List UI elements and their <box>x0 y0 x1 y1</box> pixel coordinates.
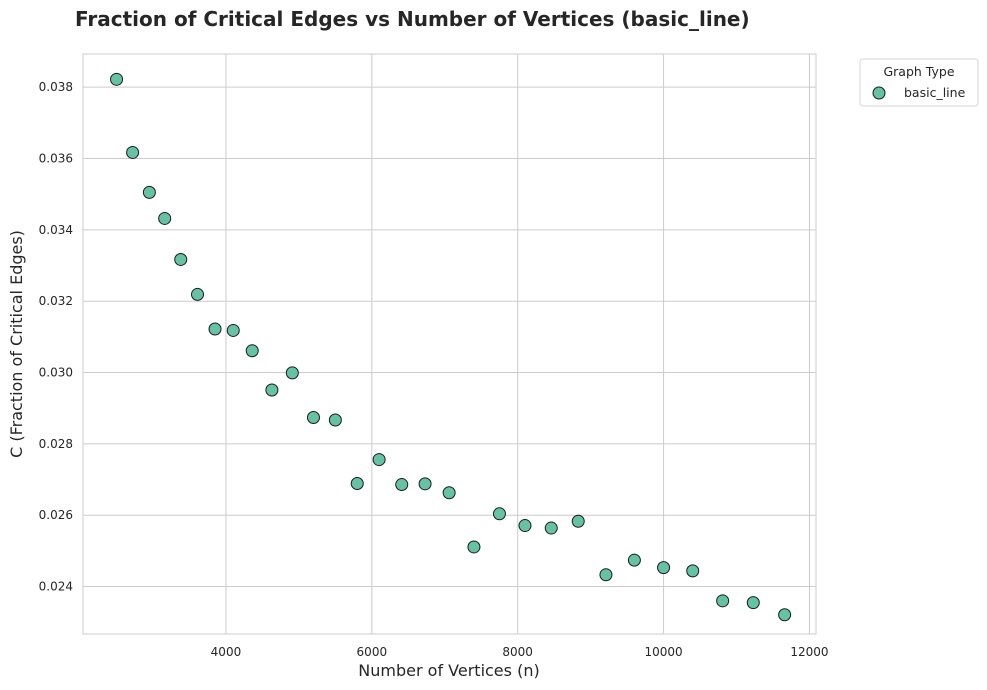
y-tick-label: 0.032 <box>39 294 73 308</box>
legend-marker-icon <box>872 86 886 100</box>
data-point <box>492 507 506 521</box>
data-point <box>686 564 700 578</box>
y-axis-label: C (Fraction of Critical Edges) <box>7 230 26 458</box>
data-point <box>442 486 456 500</box>
legend-frame <box>859 58 979 107</box>
legend-series-label: basic_line <box>904 85 966 100</box>
data-point <box>395 478 409 492</box>
data-points <box>110 72 792 622</box>
chart-title: Fraction of Critical Edges vs Number of … <box>75 7 750 31</box>
y-tick-label: 0.038 <box>39 80 73 94</box>
y-tick-label: 0.026 <box>39 508 73 522</box>
data-point <box>142 185 156 199</box>
data-point <box>208 322 222 336</box>
data-point <box>285 366 299 380</box>
y-tick-label: 0.034 <box>39 223 73 237</box>
data-point <box>245 344 259 358</box>
data-point <box>418 477 432 491</box>
data-point <box>571 514 585 528</box>
data-point <box>158 211 172 225</box>
x-tick-label: 10000 <box>644 645 682 659</box>
y-tick-label: 0.024 <box>39 580 73 594</box>
x-tick-labels: 4000 6000 8000 10000 12000 <box>211 645 829 659</box>
x-tick-label: 8000 <box>502 645 533 659</box>
x-axis-label: Number of Vertices (n) <box>358 661 539 680</box>
grid-lines <box>83 54 816 634</box>
y-tick-label: 0.030 <box>39 366 73 380</box>
legend-title: Graph Type <box>883 64 954 79</box>
data-point <box>306 410 320 424</box>
data-point <box>126 145 140 159</box>
x-tick-label: 12000 <box>790 645 828 659</box>
data-point <box>746 596 760 610</box>
data-point <box>328 413 342 427</box>
data-point <box>467 540 481 554</box>
data-point <box>372 453 386 467</box>
x-tick-label: 4000 <box>211 645 242 659</box>
data-point <box>110 72 124 86</box>
data-point <box>627 553 641 567</box>
data-point <box>518 519 532 533</box>
y-tick-labels: 0.024 0.026 0.028 0.030 0.032 0.034 0.036 0.038 <box>39 80 73 593</box>
data-point <box>778 608 792 622</box>
data-point <box>544 521 558 535</box>
data-point <box>657 561 671 575</box>
plot-area-frame <box>82 53 817 635</box>
data-point <box>350 476 364 490</box>
data-point <box>265 383 279 397</box>
data-point <box>226 323 240 337</box>
data-point <box>191 287 205 301</box>
data-point <box>599 568 613 582</box>
legend: Graph Type basic_line <box>859 58 979 107</box>
y-tick-label: 0.036 <box>39 152 73 166</box>
y-tick-label: 0.028 <box>39 437 73 451</box>
x-tick-label: 6000 <box>357 645 388 659</box>
data-point <box>174 252 188 266</box>
data-point <box>716 594 730 608</box>
